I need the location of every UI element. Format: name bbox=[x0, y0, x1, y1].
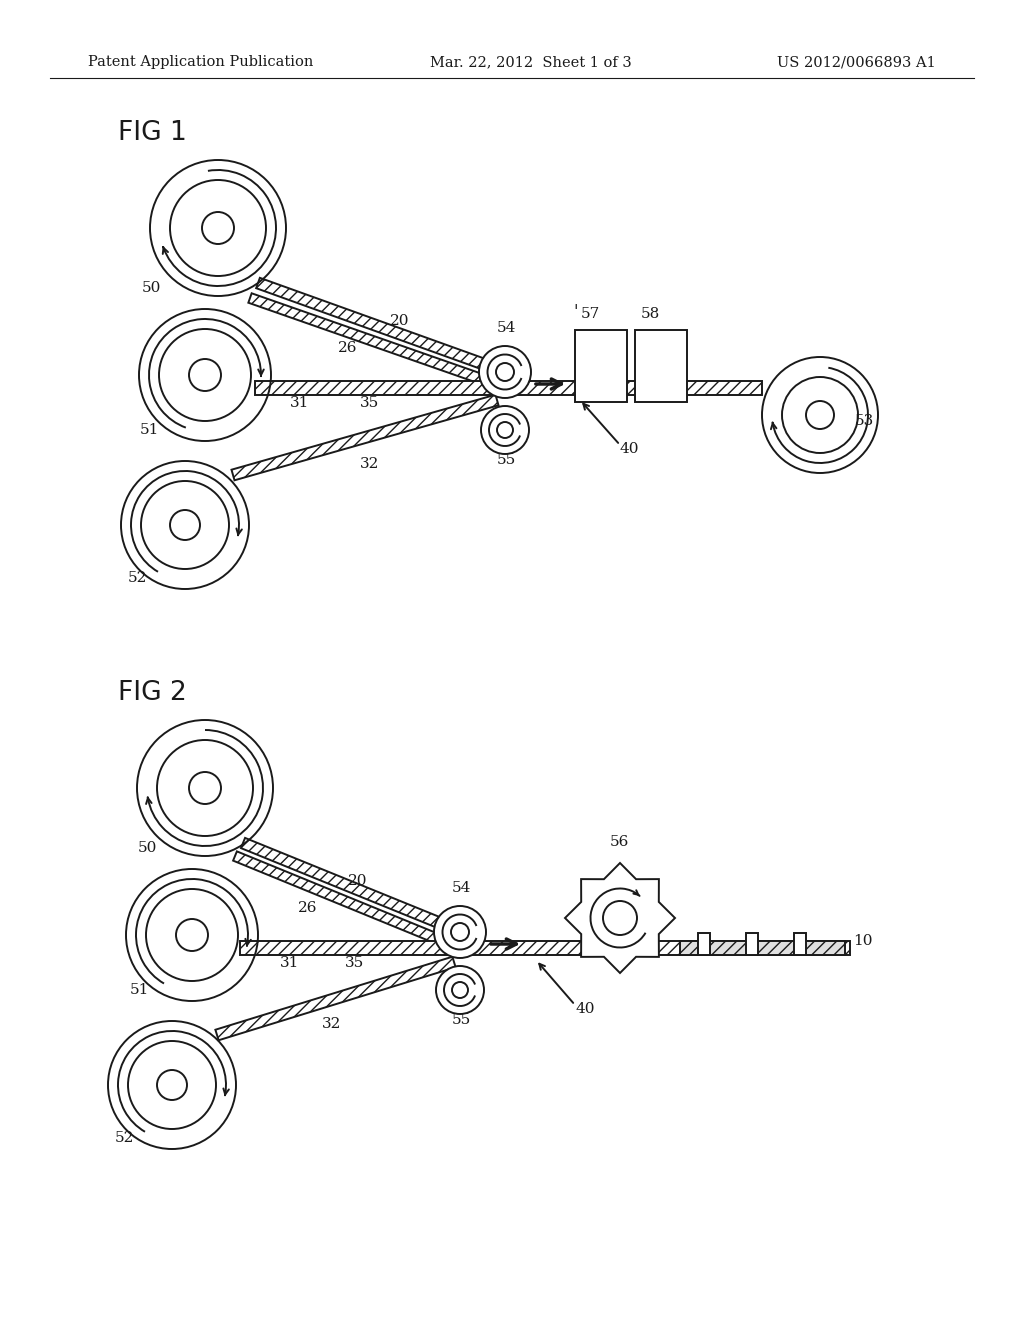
Text: 55: 55 bbox=[497, 453, 516, 467]
Text: 35: 35 bbox=[345, 956, 365, 970]
Text: 40: 40 bbox=[575, 1002, 595, 1016]
Circle shape bbox=[481, 407, 529, 454]
Circle shape bbox=[452, 982, 468, 998]
Text: Mar. 22, 2012  Sheet 1 of 3: Mar. 22, 2012 Sheet 1 of 3 bbox=[430, 55, 632, 69]
Polygon shape bbox=[215, 957, 456, 1040]
Text: 50: 50 bbox=[138, 841, 158, 855]
Text: 10: 10 bbox=[853, 935, 872, 948]
Bar bbox=[680, 941, 845, 954]
Circle shape bbox=[496, 363, 514, 381]
Circle shape bbox=[603, 902, 637, 935]
Text: 26: 26 bbox=[338, 341, 357, 355]
Polygon shape bbox=[233, 851, 452, 949]
Text: FIG 1: FIG 1 bbox=[118, 120, 186, 147]
Text: 51: 51 bbox=[130, 983, 150, 997]
Text: 52: 52 bbox=[115, 1131, 134, 1144]
Polygon shape bbox=[241, 838, 459, 935]
Text: 53: 53 bbox=[855, 414, 874, 428]
Text: 40: 40 bbox=[620, 442, 640, 455]
Text: 35: 35 bbox=[360, 396, 379, 411]
Circle shape bbox=[479, 346, 531, 399]
Text: FIG 2: FIG 2 bbox=[118, 680, 186, 706]
Circle shape bbox=[436, 966, 484, 1014]
Text: ': ' bbox=[573, 304, 578, 319]
Circle shape bbox=[451, 923, 469, 941]
Polygon shape bbox=[249, 293, 495, 388]
Text: 52: 52 bbox=[128, 572, 147, 585]
Circle shape bbox=[434, 906, 486, 958]
Bar bbox=[240, 941, 850, 954]
Text: 55: 55 bbox=[452, 1012, 471, 1027]
Text: 32: 32 bbox=[360, 457, 379, 471]
Bar bbox=[255, 381, 762, 395]
Text: 57: 57 bbox=[581, 308, 600, 321]
Text: 54: 54 bbox=[452, 880, 471, 895]
Text: 32: 32 bbox=[322, 1016, 341, 1031]
Bar bbox=[635, 330, 687, 403]
Polygon shape bbox=[231, 395, 499, 480]
Text: 20: 20 bbox=[390, 314, 410, 327]
Text: 20: 20 bbox=[348, 874, 368, 888]
Bar bbox=[794, 933, 806, 954]
Text: 31: 31 bbox=[280, 956, 299, 970]
Text: 54: 54 bbox=[497, 321, 516, 335]
Circle shape bbox=[497, 422, 513, 438]
Bar bbox=[575, 330, 627, 403]
Text: 56: 56 bbox=[610, 836, 630, 849]
Text: 26: 26 bbox=[298, 902, 317, 915]
Polygon shape bbox=[256, 277, 502, 375]
Text: 58: 58 bbox=[641, 308, 660, 321]
Text: US 2012/0066893 A1: US 2012/0066893 A1 bbox=[777, 55, 936, 69]
Text: 50: 50 bbox=[142, 281, 162, 294]
Text: 31: 31 bbox=[290, 396, 309, 411]
Polygon shape bbox=[565, 863, 675, 973]
Text: Patent Application Publication: Patent Application Publication bbox=[88, 55, 313, 69]
Bar bbox=[698, 933, 710, 954]
Text: 51: 51 bbox=[140, 422, 160, 437]
Bar bbox=[746, 933, 758, 954]
